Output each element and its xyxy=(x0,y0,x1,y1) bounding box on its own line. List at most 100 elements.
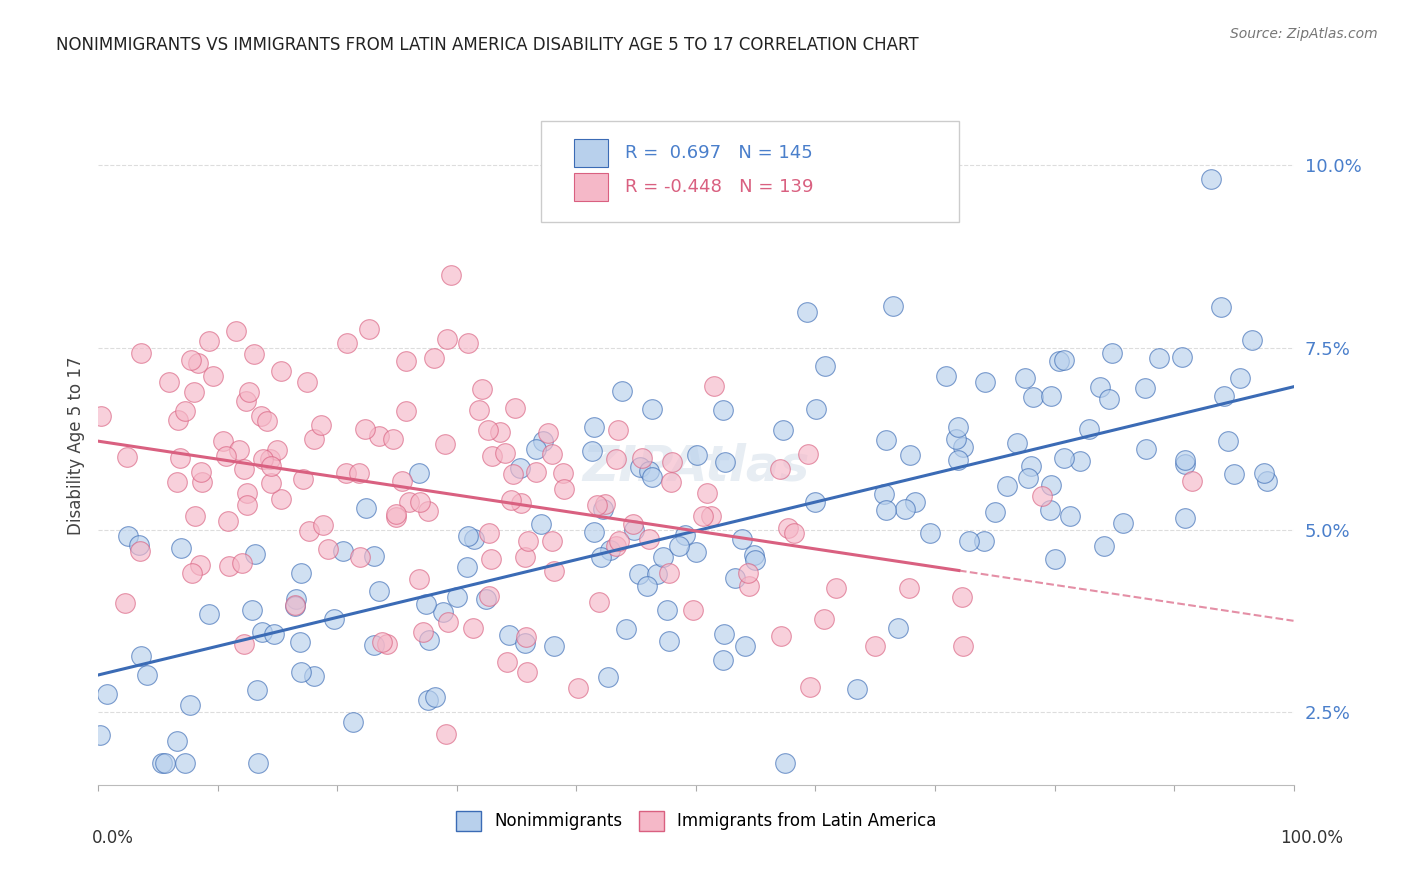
Point xyxy=(935,369,957,384)
Point xyxy=(332,544,354,558)
Point xyxy=(191,475,214,489)
Point xyxy=(385,507,408,521)
Point xyxy=(479,552,502,566)
Point xyxy=(731,533,754,547)
Point xyxy=(270,492,292,507)
Point xyxy=(157,375,180,389)
Point xyxy=(543,639,565,653)
Point xyxy=(1053,353,1076,368)
Point xyxy=(188,558,211,573)
Point xyxy=(302,669,325,683)
Point xyxy=(291,472,314,486)
Point xyxy=(190,466,212,480)
Point xyxy=(457,336,479,351)
Point xyxy=(1101,346,1123,360)
Point xyxy=(302,432,325,446)
Point xyxy=(367,429,389,443)
Point xyxy=(1039,477,1062,491)
Point xyxy=(90,409,112,423)
Point xyxy=(201,369,224,384)
Point xyxy=(494,446,516,460)
Point xyxy=(232,462,254,476)
Point xyxy=(252,452,274,467)
Point xyxy=(903,495,925,509)
Point xyxy=(873,487,896,501)
Point xyxy=(742,549,765,563)
Point xyxy=(623,523,645,537)
Point xyxy=(436,332,458,346)
Point xyxy=(408,572,430,586)
Point xyxy=(585,498,607,512)
Point xyxy=(1253,467,1275,481)
Point xyxy=(212,434,235,448)
Point xyxy=(875,503,897,517)
Point xyxy=(501,493,523,508)
Point xyxy=(409,495,432,509)
Point xyxy=(478,589,501,603)
Point xyxy=(363,638,385,652)
Text: 100.0%: 100.0% xyxy=(1279,829,1343,847)
Point xyxy=(342,714,364,729)
Point xyxy=(169,450,191,465)
Point xyxy=(217,514,239,528)
Point xyxy=(117,529,139,543)
Point xyxy=(395,354,418,368)
Point xyxy=(243,547,266,561)
Point xyxy=(524,442,547,457)
Point xyxy=(1111,516,1133,531)
Point xyxy=(96,687,118,701)
Point xyxy=(456,559,478,574)
Point xyxy=(543,564,565,578)
Point xyxy=(957,533,980,548)
Point xyxy=(686,448,709,462)
Point xyxy=(198,334,221,348)
Point xyxy=(636,579,658,593)
Point xyxy=(316,542,339,557)
Point xyxy=(260,476,283,491)
Point xyxy=(463,533,485,547)
Point xyxy=(418,692,440,706)
Point xyxy=(266,443,288,458)
Point xyxy=(804,495,827,509)
Point xyxy=(621,516,644,531)
Point xyxy=(744,553,766,567)
Point xyxy=(655,603,678,617)
Point xyxy=(1170,350,1192,364)
Point xyxy=(235,498,257,512)
Point xyxy=(357,322,380,336)
Point xyxy=(1053,451,1076,466)
Point xyxy=(1229,370,1251,384)
Point xyxy=(734,639,756,653)
Point xyxy=(423,351,446,365)
Point xyxy=(434,727,457,741)
Point xyxy=(408,466,430,480)
Point xyxy=(259,451,281,466)
Point xyxy=(270,364,292,378)
Point xyxy=(553,466,575,480)
Point xyxy=(783,525,806,540)
Point xyxy=(714,455,737,469)
Text: R =  0.697   N = 145: R = 0.697 N = 145 xyxy=(626,145,813,162)
Point xyxy=(894,501,917,516)
Point xyxy=(391,475,413,489)
Point xyxy=(1031,489,1053,503)
Point xyxy=(311,518,333,533)
Point xyxy=(630,451,652,466)
Point xyxy=(1174,457,1197,471)
Point xyxy=(398,495,420,509)
Point xyxy=(418,632,440,647)
Point xyxy=(673,528,696,542)
Point xyxy=(233,637,256,651)
Point xyxy=(696,485,718,500)
Point xyxy=(945,433,967,447)
Point xyxy=(796,305,818,319)
Point xyxy=(477,423,499,437)
FancyBboxPatch shape xyxy=(574,173,607,202)
Point xyxy=(682,602,704,616)
Point xyxy=(180,352,202,367)
Point xyxy=(131,345,153,359)
Point xyxy=(540,533,562,548)
Point xyxy=(516,665,538,680)
Point xyxy=(974,376,997,390)
Point xyxy=(238,384,260,399)
